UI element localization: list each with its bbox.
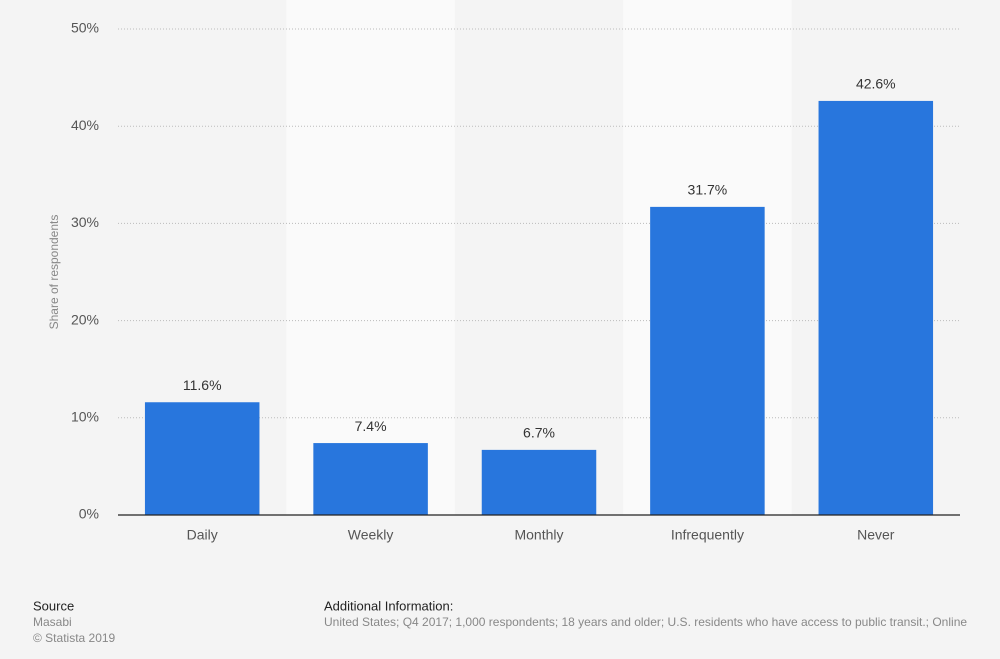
y-tick-label: 40%: [71, 117, 99, 133]
source: Masabi: [33, 615, 72, 629]
band: [286, 0, 455, 515]
x-tick-label: Weekly: [348, 527, 394, 543]
bar: [650, 206, 765, 515]
y-tick-label: 50%: [71, 20, 99, 36]
value-label: 42.6%: [856, 76, 896, 92]
source-title: Source: [33, 598, 74, 613]
copyright: © Statista 2019: [33, 631, 116, 645]
bar: [313, 443, 428, 515]
y-tick-label: 20%: [71, 311, 99, 327]
value-label: 31.7%: [688, 182, 728, 198]
x-tick-label: Daily: [187, 527, 218, 543]
x-tick-label: Infrequently: [671, 527, 744, 543]
y-tick-label: 0%: [79, 506, 99, 522]
value-label: 6.7%: [523, 425, 555, 441]
info: United States; Q4 2017; 1,000 respondent…: [324, 615, 967, 629]
bar: [818, 100, 934, 515]
x-tick-label: Monthly: [514, 527, 563, 543]
value-label: 7.4%: [355, 418, 387, 434]
info-title: Additional Information:: [324, 598, 453, 613]
y-tick-label: 10%: [71, 409, 99, 425]
y-tick-label: 30%: [71, 214, 99, 230]
bar: [144, 402, 260, 515]
bar: [481, 449, 597, 515]
value-label: 11.6%: [183, 377, 222, 393]
x-tick-label: Never: [857, 527, 895, 543]
y-axis-label: Share of respondents: [47, 215, 61, 330]
